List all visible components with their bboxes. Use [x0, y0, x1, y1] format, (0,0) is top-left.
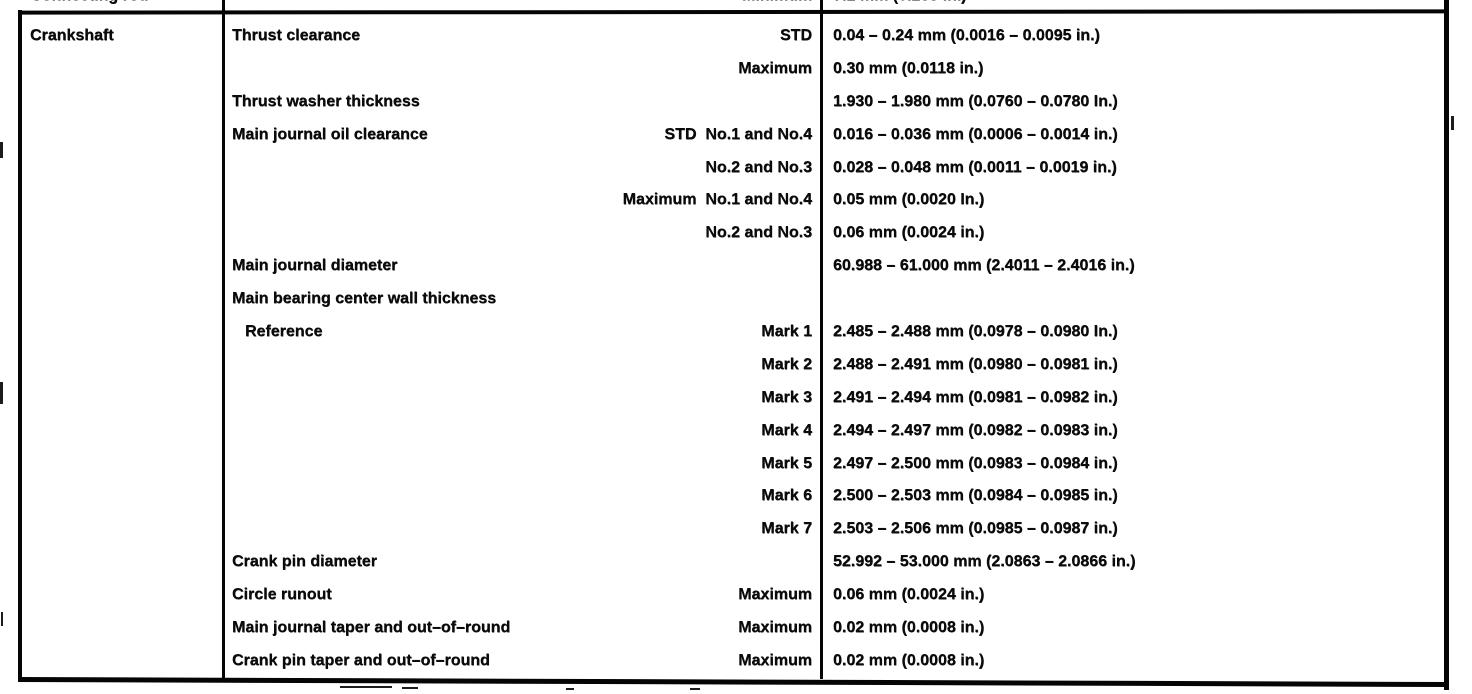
table-row: Circle runout Maximum 0.06 mm (0.0024 in…	[0, 579, 1472, 612]
scan-noise	[1, 612, 3, 626]
table-row: Main journal diameter 60.988 – 61.000 mm…	[0, 250, 1472, 283]
spec-value: 0.05 mm (0.0020 In.)	[833, 191, 985, 209]
spec-label: Main bearing center wall thickness	[232, 290, 497, 308]
table-row: Maximum No.1 and No.4 0.05 mm (0.0020 In…	[0, 184, 1472, 217]
spec-value: 60.988 – 61.000 mm (2.4011 – 2.4016 in.)	[833, 257, 1135, 275]
scan-noise	[1451, 116, 1454, 130]
spec-qualifier: Mark 6	[761, 487, 812, 505]
spec-label: Crank pin diameter	[232, 553, 377, 571]
scan-noise	[0, 142, 3, 158]
scan-noise	[566, 688, 574, 690]
scan-noise	[690, 688, 700, 690]
partial-top-row: Connecting rod Minimum 7.2 mm (0.283 in.…	[0, 0, 1472, 5]
section-label: Crankshaft	[30, 27, 114, 44]
spec-value: 0.06 mm (0.0024 in.)	[833, 586, 985, 604]
spec-value: 0.06 mm (0.0024 in.)	[833, 224, 985, 242]
spec-value: 0.028 – 0.048 mm (0.0011 – 0.0019 in.)	[833, 158, 1117, 176]
spec-qualifier: Maximum No.1 and No.4	[622, 191, 812, 209]
partial-qualifier: Minimum	[540, 0, 812, 5]
table-row: Crank pin taper and out–of–round Maximum…	[0, 645, 1472, 678]
table-row: Main bearing center wall thickness	[0, 283, 1472, 316]
spec-label: Thrust washer thickness	[232, 92, 420, 110]
table-row: Thrust clearance STD 0.04 – 0.24 mm (0.0…	[0, 20, 1472, 53]
spec-label: Crank pin taper and out–of–round	[232, 651, 490, 669]
table-row: Mark 4 2.494 – 2.497 mm (0.0982 – 0.0983…	[0, 415, 1472, 448]
spec-value: 2.491 – 2.494 mm (0.0981 – 0.0982 in.)	[833, 388, 1118, 406]
table-row: Crank pin diameter 52.992 – 53.000 mm (2…	[0, 546, 1472, 579]
spec-qualifier: No.2 and No.3	[705, 158, 812, 176]
scan-noise	[0, 382, 3, 404]
spec-value: 2.488 – 2.491 mm (0.0980 – 0.0981 in.)	[833, 355, 1118, 373]
spec-qualifier: Mark 5	[761, 454, 812, 472]
table-row: Thrust washer thickness 1.930 – 1.980 mm…	[0, 86, 1472, 119]
spec-qualifier: Maximum	[738, 619, 812, 637]
table-top-border	[17, 9, 1449, 15]
spec-value: 2.503 – 2.506 mm (0.0985 – 0.0987 in.)	[833, 520, 1118, 538]
table-right-border	[1444, 0, 1449, 690]
spec-qualifier: Mark 3	[761, 388, 812, 406]
table-row: Reference Mark 1 2.485 – 2.488 mm (0.097…	[0, 316, 1472, 349]
table-row: Main journal taper and out–of–round Maxi…	[0, 612, 1472, 645]
spec-qualifier: Maximum	[738, 59, 812, 77]
table-row: Maximum 0.30 mm (0.0118 in.)	[0, 53, 1472, 86]
table-row: Mark 5 2.497 – 2.500 mm (0.0983 – 0.0984…	[0, 448, 1472, 481]
spec-label: Thrust clearance	[232, 27, 361, 44]
table-row: No.2 and No.3 0.06 mm (0.0024 in.)	[0, 217, 1472, 250]
spec-value: 2.500 – 2.503 mm (0.0984 – 0.0985 in.)	[833, 487, 1118, 505]
table-row: Main journal oil clearance STD No.1 and …	[0, 119, 1472, 152]
spec-label: Main journal oil clearance	[232, 125, 428, 143]
table-row: No.2 and No.3 0.028 – 0.048 mm (0.0011 –…	[0, 152, 1472, 185]
spec-qualifier: Mark 4	[761, 421, 812, 439]
spec-value: 2.494 – 2.497 mm (0.0982 – 0.0983 in.)	[833, 421, 1118, 439]
spec-value: 0.016 – 0.036 mm (0.0006 – 0.0014 in.)	[833, 125, 1118, 143]
spec-value: 0.02 mm (0.0008 in.)	[833, 651, 985, 669]
spec-qualifier: Mark 1	[761, 323, 812, 341]
spec-qualifier: STD	[780, 27, 812, 44]
spec-qualifier: No.2 and No.3	[705, 224, 812, 242]
table-row: Mark 7 2.503 – 2.506 mm (0.0985 – 0.0987…	[0, 513, 1472, 546]
spec-value: 52.992 – 53.000 mm (2.0863 – 2.0866 in.)	[833, 553, 1136, 571]
spec-qualifier: Maximum	[738, 586, 812, 604]
table-left-border	[18, 10, 22, 680]
table-row: Mark 6 2.500 – 2.503 mm (0.0984 – 0.0985…	[0, 480, 1472, 513]
partial-value: 7.2 mm (0.283 in.)	[833, 0, 966, 5]
scan-noise	[340, 686, 392, 688]
spec-qualifier: STD No.1 and No.4	[664, 125, 812, 143]
spec-value: 2.485 – 2.488 mm (0.0978 – 0.0980 In.)	[833, 323, 1118, 341]
spec-table: Thrust clearance STD 0.04 – 0.24 mm (0.0…	[0, 20, 1472, 678]
spec-value: 2.497 – 2.500 mm (0.0983 – 0.0984 in.)	[833, 454, 1118, 472]
spec-label: Reference	[245, 323, 323, 341]
table-row: Mark 3 2.491 – 2.494 mm (0.0981 – 0.0982…	[0, 382, 1472, 415]
spec-label: Main journal diameter	[232, 257, 398, 275]
spec-qualifier: Maximum	[738, 651, 812, 669]
spec-label: Circle runout	[232, 586, 332, 604]
spec-qualifier: Mark 7	[761, 520, 812, 538]
column-divider-values	[820, 0, 823, 679]
spec-value: 0.02 mm (0.0008 in.)	[833, 619, 985, 637]
spec-label: Main journal taper and out–of–round	[232, 619, 511, 637]
spec-value: 0.30 mm (0.0118 in.)	[833, 59, 984, 77]
partial-section-label: Connecting rod	[30, 0, 148, 5]
table-row: Mark 2 2.488 – 2.491 mm (0.0980 – 0.0981…	[0, 349, 1472, 382]
spec-value: 0.04 – 0.24 mm (0.0016 – 0.0095 in.)	[833, 27, 1100, 44]
scan-noise	[402, 687, 418, 689]
spec-qualifier: Mark 2	[761, 355, 812, 373]
table-bottom-border	[17, 677, 1448, 687]
column-divider-section	[222, 0, 225, 679]
spec-value: 1.930 – 1.980 mm (0.0760 – 0.0780 In.)	[833, 92, 1118, 110]
